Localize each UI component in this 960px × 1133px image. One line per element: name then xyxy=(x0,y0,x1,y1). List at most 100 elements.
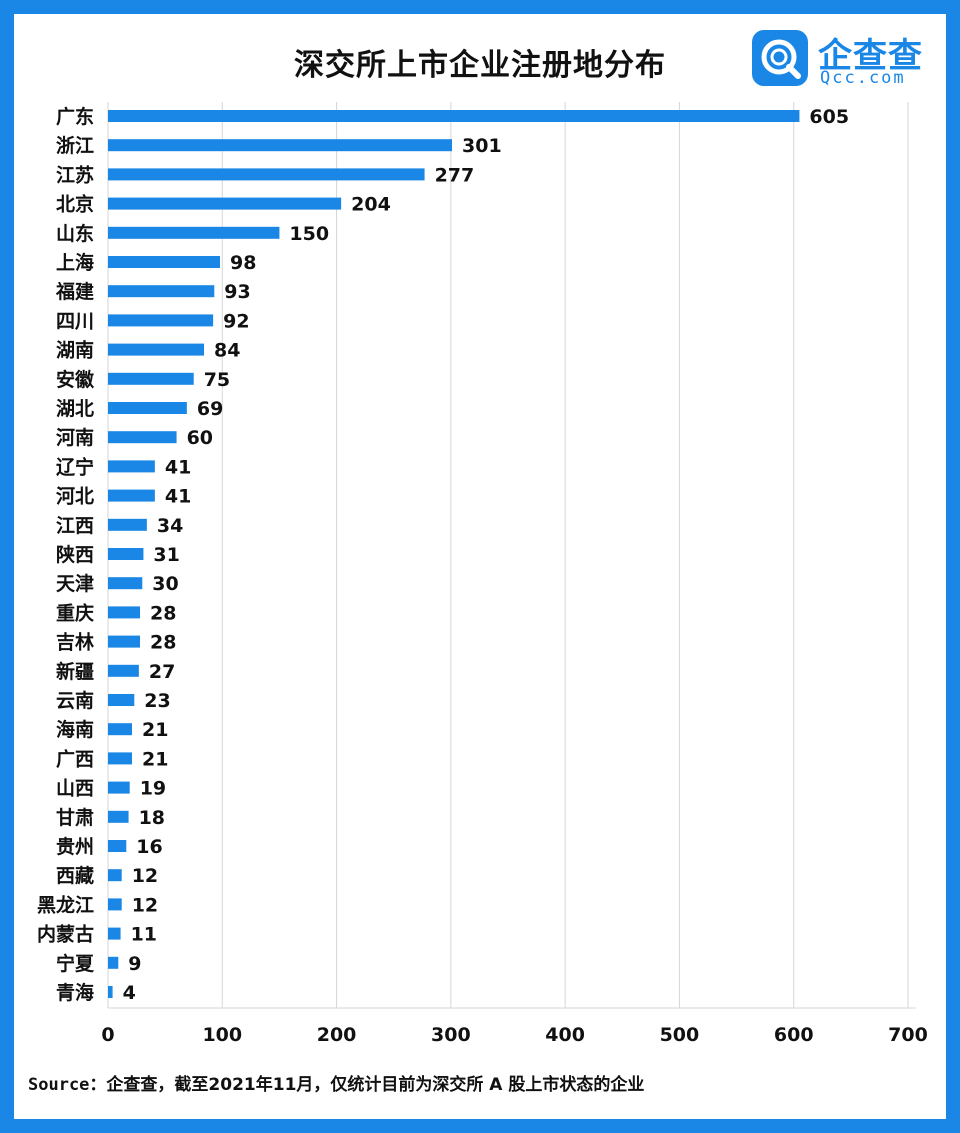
x-tick-label: 100 xyxy=(202,1024,242,1046)
data-label: 34 xyxy=(157,515,183,537)
chart-title: 深交所上市企业注册地分布 xyxy=(294,48,666,83)
category-label: 西藏 xyxy=(56,864,94,887)
bar xyxy=(108,110,800,122)
category-label: 江西 xyxy=(56,515,94,537)
bar xyxy=(108,723,132,736)
bar xyxy=(108,694,135,706)
data-label: 4 xyxy=(123,982,136,1004)
bar xyxy=(108,664,139,677)
category-label: 吉林 xyxy=(56,631,94,654)
x-tick-label: 0 xyxy=(101,1024,114,1046)
data-label: 9 xyxy=(128,953,141,975)
bar xyxy=(108,810,129,823)
bar xyxy=(108,168,425,181)
bar xyxy=(108,548,144,560)
bar xyxy=(108,956,119,969)
data-label: 30 xyxy=(152,573,178,595)
data-label: 41 xyxy=(165,486,191,508)
data-label: 21 xyxy=(142,748,168,770)
bar xyxy=(108,256,220,268)
data-label: 28 xyxy=(150,632,176,654)
bar xyxy=(108,226,280,239)
data-label: 150 xyxy=(289,223,329,245)
bar xyxy=(108,606,140,619)
category-label: 山西 xyxy=(56,778,94,800)
source-note: Source：企查查，截至2021年11月，仅统计目前为深交所 A 股上市状态的… xyxy=(28,1070,644,1095)
x-tick-label: 300 xyxy=(431,1024,471,1046)
category-label: 安徽 xyxy=(56,368,95,391)
bar xyxy=(108,372,194,385)
bar xyxy=(108,927,121,940)
bar xyxy=(108,635,140,648)
category-label: 上海 xyxy=(56,251,94,274)
data-label: 84 xyxy=(214,340,240,362)
bar xyxy=(108,460,155,473)
category-label: 山东 xyxy=(56,222,94,245)
category-label: 甘肃 xyxy=(56,806,94,829)
bar xyxy=(108,402,187,414)
data-label: 12 xyxy=(132,865,158,887)
bar xyxy=(108,518,147,531)
data-label: 18 xyxy=(139,807,165,829)
category-label: 浙江 xyxy=(56,134,94,157)
data-label: 69 xyxy=(197,398,223,420)
source-label: Source： xyxy=(28,1075,107,1095)
bar xyxy=(108,869,122,882)
category-label: 湖北 xyxy=(56,398,94,420)
data-label: 60 xyxy=(187,427,213,449)
bar xyxy=(108,314,214,327)
bar xyxy=(108,285,215,298)
category-label: 广西 xyxy=(56,747,94,770)
category-label: 江苏 xyxy=(56,163,94,186)
category-label: 重庆 xyxy=(56,601,94,624)
x-tick-label: 500 xyxy=(660,1024,700,1046)
bar xyxy=(108,139,452,152)
category-label: 云南 xyxy=(56,690,94,712)
data-label: 301 xyxy=(462,135,502,157)
category-label: 黑龙江 xyxy=(37,893,94,916)
data-label: 277 xyxy=(435,164,475,186)
category-label: 四川 xyxy=(56,310,94,332)
data-label: 31 xyxy=(153,544,179,566)
bar xyxy=(108,898,122,911)
data-label: 23 xyxy=(144,690,170,712)
x-tick-label: 400 xyxy=(545,1024,585,1046)
data-label: 41 xyxy=(165,456,191,478)
category-label: 内蒙古 xyxy=(37,923,94,946)
category-label: 新疆 xyxy=(56,660,94,683)
bar xyxy=(108,431,177,444)
category-label: 海南 xyxy=(56,718,94,741)
bar xyxy=(108,752,132,765)
data-label: 75 xyxy=(204,369,230,391)
data-label: 21 xyxy=(142,719,168,741)
bar xyxy=(108,197,342,210)
category-label: 福建 xyxy=(55,280,94,303)
bar xyxy=(108,577,143,590)
data-label: 28 xyxy=(150,602,176,624)
bar xyxy=(108,986,113,998)
data-label: 11 xyxy=(131,924,157,946)
data-label: 98 xyxy=(230,252,256,274)
category-label: 天津 xyxy=(56,572,94,595)
data-label: 12 xyxy=(132,894,158,916)
category-label: 青海 xyxy=(56,981,94,1004)
category-label: 河南 xyxy=(56,427,94,449)
category-label: 湖南 xyxy=(56,340,94,362)
category-label: 陕西 xyxy=(56,543,94,566)
x-tick-label: 700 xyxy=(888,1024,928,1046)
brand-domain: Qcc.com xyxy=(820,68,906,88)
bar xyxy=(108,343,204,356)
bar xyxy=(108,489,155,502)
data-label: 204 xyxy=(351,194,391,216)
category-label: 宁夏 xyxy=(56,952,95,975)
source-text: 企查查，截至2021年11月，仅统计目前为深交所 A 股上市状态的企业 xyxy=(106,1075,645,1095)
brand-name: 企查查 xyxy=(818,36,923,76)
category-label: 北京 xyxy=(56,193,94,216)
data-label: 19 xyxy=(140,778,166,800)
bar xyxy=(108,781,130,794)
data-label: 93 xyxy=(224,281,250,303)
data-label: 605 xyxy=(809,106,849,128)
magnifier-q-icon xyxy=(752,30,808,86)
